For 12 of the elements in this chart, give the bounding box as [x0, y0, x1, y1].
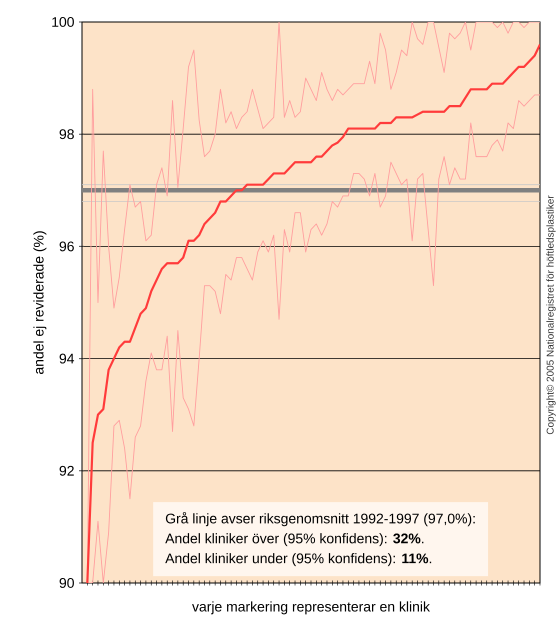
y-axis-title: andel ej reviderade (%): [33, 231, 46, 374]
y-tick-label: 98: [60, 129, 74, 140]
annotation: Andel kliniker över (95% konfidens): 32%.: [165, 533, 424, 546]
annotation: Andel kliniker under (95% konfidens): 11%.: [165, 553, 432, 566]
annotation: Grå linje avser riksgenomsnitt 1992-1997 (97,0%):: [166, 512, 475, 526]
y-tick-label: 90: [60, 578, 74, 588]
y-tick-label: 100: [52, 17, 74, 27]
y-tick-label: 92: [60, 466, 74, 476]
y-tick-label: 94: [60, 354, 74, 364]
y-tick-label: 96: [60, 241, 74, 252]
text: Copyright© 2005 Nationalregistret för höftledsplastiker: [546, 196, 556, 434]
x-axis-title: varje markering representerar en klinik: [192, 601, 430, 614]
